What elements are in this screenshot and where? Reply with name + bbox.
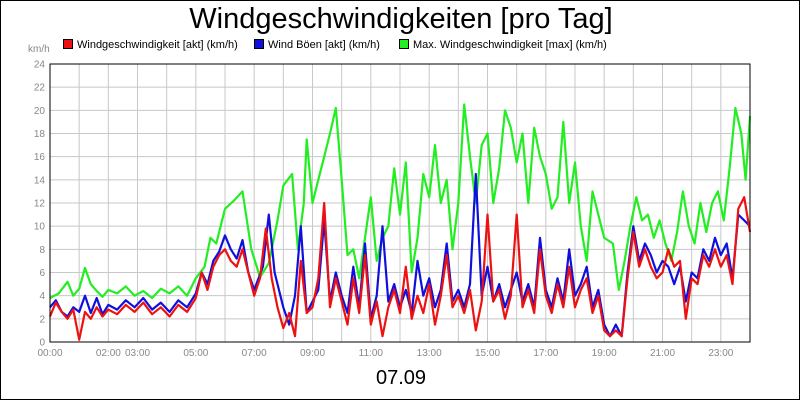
x-tick-label: 05:00: [183, 348, 208, 359]
x-tick-label: 19:00: [592, 348, 617, 359]
y-tick-label: 12: [34, 199, 46, 210]
x-tick-label: 15:00: [475, 348, 500, 359]
x-tick-label: 13:00: [417, 348, 442, 359]
y-tick-label: 22: [34, 83, 46, 94]
y-tick-label: 20: [34, 106, 46, 117]
y-tick-label: 4: [39, 291, 45, 302]
legend-item-gusts: Wind Böen [akt] (km/h): [254, 39, 380, 51]
y-axis-unit: km/h: [28, 44, 50, 55]
legend-item-wind-speed: Windgeschwindigkeit [akt] (km/h): [63, 39, 238, 51]
x-tick-label: 17:00: [533, 348, 558, 359]
x-tick-label: 02:00: [96, 348, 121, 359]
x-tick-label: 23:00: [708, 348, 733, 359]
y-tick-label: 0: [39, 338, 45, 349]
y-tick-label: 6: [39, 268, 45, 279]
chart-title: Windgeschwindigkeiten [pro Tag]: [189, 3, 613, 35]
legend-label-gusts: Wind Böen [akt] (km/h): [268, 39, 380, 51]
y-tick-label: 24: [34, 60, 46, 71]
x-tick-label: 00:00: [37, 348, 62, 359]
chart-date: 07.09: [375, 367, 427, 389]
series-line-2: [48, 196, 752, 341]
legend-swatch-max-speed: [399, 39, 409, 49]
x-tick-label: 11:00: [359, 348, 384, 359]
y-tick-label: 18: [34, 129, 46, 140]
legend-item-max-speed: Max. Windgeschwindigkeit [max] (km/h): [399, 39, 607, 51]
legend-label-max-speed: Max. Windgeschwindigkeit [max] (km/h): [413, 39, 607, 51]
series-line-0: [49, 103, 752, 300]
x-tick-label: 07:00: [242, 348, 267, 359]
y-tick-label: 14: [34, 175, 46, 186]
y-tick-label: 16: [34, 152, 46, 163]
x-tick-label: 03:00: [125, 348, 150, 359]
y-tick-label: 10: [34, 222, 46, 233]
plot-border: [49, 63, 751, 343]
x-tick-label: 09:00: [300, 348, 325, 359]
x-tick-label: 21:00: [650, 348, 675, 359]
y-tick-label: 2: [39, 314, 45, 325]
legend-swatch-wind-speed: [63, 39, 73, 49]
y-tick-label: 8: [39, 245, 45, 256]
legend-label-wind-speed: Windgeschwindigkeit [akt] (km/h): [77, 39, 238, 51]
legend-swatch-gusts: [254, 39, 264, 49]
